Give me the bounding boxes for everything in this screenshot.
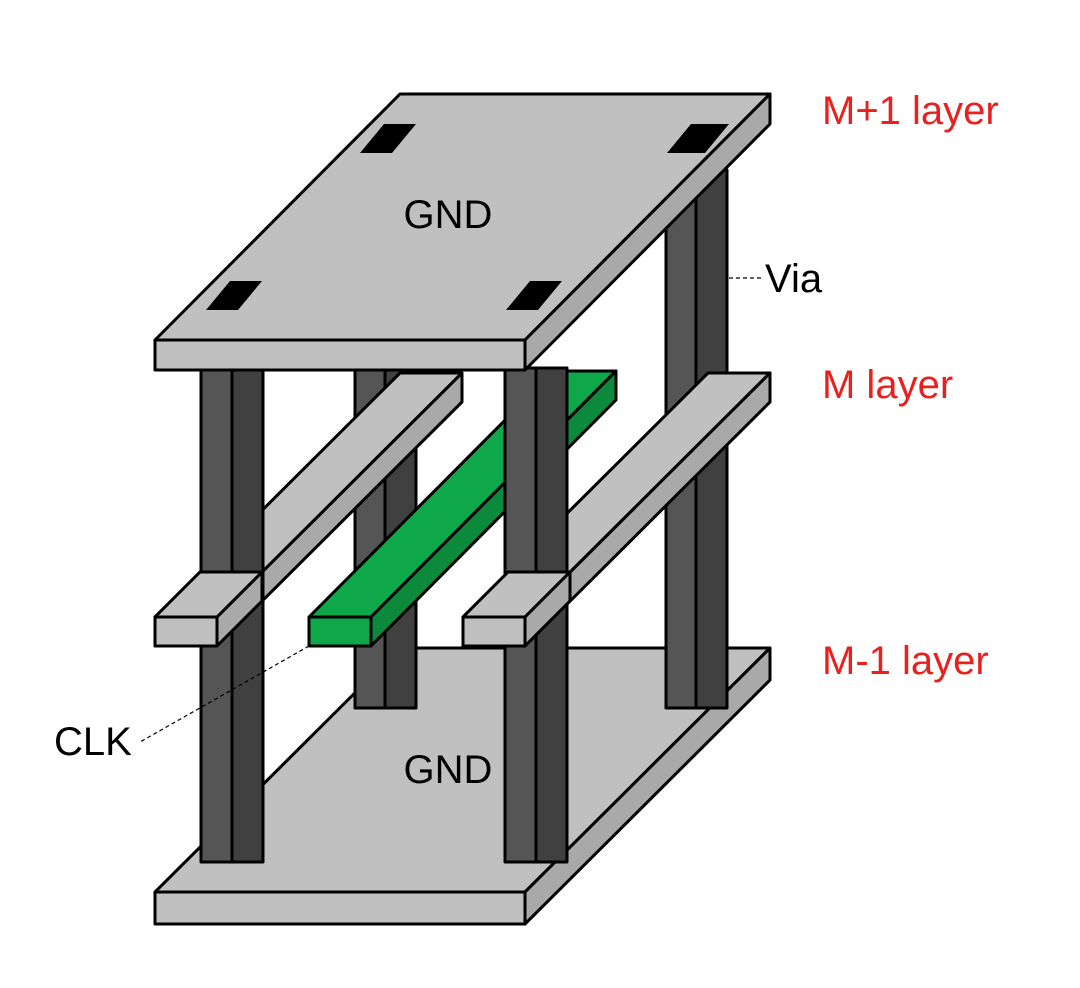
top-plane-front-face xyxy=(153,338,527,372)
gnd-top-label: GND xyxy=(404,193,493,237)
clk-label: CLK xyxy=(54,720,132,764)
via-pad-back-left xyxy=(360,124,416,153)
bottom-plane-side-face xyxy=(523,646,772,926)
clk-leader-line xyxy=(139,645,310,743)
m-layer-right-trace-front xyxy=(461,570,572,648)
bottom-plane-front-face xyxy=(153,890,527,926)
via-pad-front-right xyxy=(506,281,562,310)
via-pad-back-right xyxy=(667,124,729,153)
gnd-bottom-label: GND xyxy=(404,748,493,792)
top-plane-side-face xyxy=(523,92,772,372)
via-pads xyxy=(206,124,729,310)
top-gnd-plane xyxy=(153,92,772,372)
layer-label-top: M+1 layer xyxy=(822,89,999,133)
layer-label-bottom: M-1 layer xyxy=(822,639,989,683)
via-pad-front-left xyxy=(206,281,262,310)
bottom-gnd-plane xyxy=(153,646,772,926)
via-label: Via xyxy=(765,257,823,301)
m-layer-left-trace-front xyxy=(153,570,264,648)
layer-label-middle: M layer xyxy=(822,363,953,407)
